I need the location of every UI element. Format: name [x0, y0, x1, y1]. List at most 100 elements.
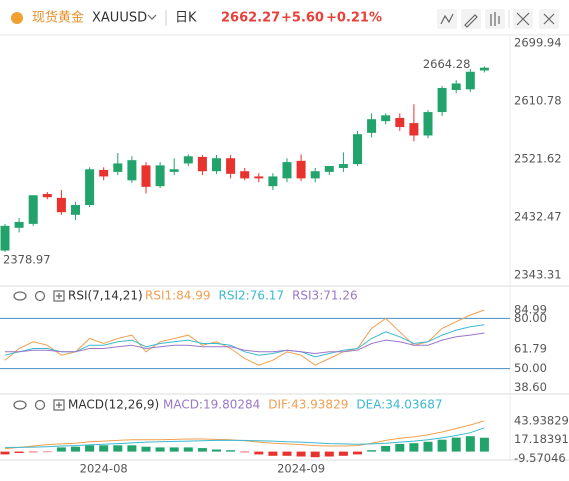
- candle-body: [254, 176, 264, 179]
- low-label: 2378.97: [3, 252, 51, 266]
- macd-bar: [310, 451, 320, 458]
- y-tick-label: 2432.47: [514, 210, 562, 224]
- instrument-name: 现货黄金: [32, 10, 84, 26]
- macd-bar: [197, 448, 207, 452]
- indicator-line: [4, 309, 485, 366]
- macd-bar: [381, 446, 391, 452]
- y-tick-label: -9.57046: [514, 451, 566, 465]
- candle-body: [85, 169, 95, 206]
- price-change-pct: +0.21%: [326, 11, 382, 26]
- y-tick-label: 84.99: [514, 303, 547, 317]
- macd-bar: [479, 437, 489, 452]
- macd-bar: [56, 447, 66, 452]
- high-label: 2664.28: [423, 57, 471, 71]
- logo: [11, 12, 23, 24]
- macd-bar: [141, 446, 151, 452]
- macd-bar: [395, 443, 405, 452]
- macd-bar: [169, 447, 179, 452]
- candle-body: [367, 119, 377, 133]
- legend-entry: RSI2:76.17: [219, 289, 285, 303]
- macd-bar: [14, 451, 24, 453]
- candle-body: [99, 169, 109, 177]
- macd-panel-icons: [13, 399, 65, 411]
- candle-body: [183, 156, 193, 164]
- y-tick-label: 2343.31: [514, 268, 562, 282]
- candle-body: [353, 134, 362, 165]
- macd-title: MACD(12,26,9): [68, 398, 159, 412]
- tool-draw-icon: [464, 14, 478, 28]
- tool-fullscreen-icon: [516, 12, 530, 26]
- expand-icon[interactable]: [53, 290, 65, 302]
- macd-bar: [127, 445, 137, 452]
- macd-bar: [353, 451, 362, 455]
- macd-bar: [268, 451, 278, 456]
- macd-bar: [99, 445, 109, 452]
- expand-icon[interactable]: [53, 399, 65, 411]
- candle-body: [14, 221, 24, 228]
- rsi-panel-icons: [13, 290, 65, 302]
- macd-bar: [71, 446, 80, 452]
- candle-body: [437, 88, 447, 113]
- y-tick-label: 50.00: [514, 361, 547, 375]
- macd-bar: [42, 451, 52, 453]
- eye-icon[interactable]: [13, 400, 27, 410]
- candle-body: [409, 123, 419, 136]
- macd-bar: [465, 436, 475, 452]
- macd-bar: [367, 450, 377, 452]
- expand-icon-plus: [56, 402, 62, 408]
- macd-bar: [451, 437, 461, 452]
- tool-settings-icon: [490, 12, 500, 26]
- y-tick-label: 61.79: [514, 341, 547, 355]
- macd-bar: [409, 443, 419, 452]
- candle-body: [423, 112, 433, 136]
- legend-entry: DIF:43.93829: [268, 398, 348, 412]
- dropdown-arrow[interactable]: [147, 14, 157, 20]
- candle-body: [71, 205, 80, 215]
- macd-bar: [240, 451, 250, 453]
- macd-bar: [113, 445, 123, 452]
- macd-bar: [282, 451, 292, 456]
- toolbar: [437, 9, 559, 29]
- y-tick-label: 2610.78: [514, 94, 562, 108]
- y-tick-label: 2521.62: [514, 152, 562, 166]
- legend-entry: RSI1:84.99: [145, 289, 211, 303]
- candle-body: [310, 171, 320, 179]
- x-tick-label: 2024-09: [277, 462, 325, 476]
- candle-body: [338, 164, 348, 168]
- period[interactable]: 日K: [175, 11, 197, 26]
- candle-body: [42, 193, 52, 198]
- candle-body: [240, 171, 250, 179]
- macd-bar: [296, 451, 306, 457]
- candle-body: [155, 165, 165, 187]
- candle-body: [479, 67, 489, 71]
- macd-bar: [155, 447, 165, 452]
- indicator-line: [5, 332, 485, 355]
- symbol[interactable]: XAUUSD: [92, 11, 147, 26]
- macd-bar: [324, 451, 334, 457]
- candle-body: [381, 115, 391, 122]
- candle-body: [0, 225, 10, 251]
- macd-bar: [338, 451, 348, 456]
- y-tick-label: 2699.94: [514, 36, 562, 50]
- candle-body: [113, 163, 123, 172]
- macd-bar: [437, 439, 447, 452]
- indicator-line: [5, 427, 485, 448]
- candle-body: [197, 156, 207, 172]
- gear-icon[interactable]: [34, 399, 46, 411]
- candle-body: [395, 117, 405, 128]
- macd-bar: [212, 449, 221, 452]
- candle-body: [451, 83, 461, 90]
- eye-icon[interactable]: [13, 291, 27, 301]
- legend-entry: MACD:19.80284: [163, 398, 260, 412]
- y-tick-label: 80.00: [514, 311, 547, 325]
- gear-icon[interactable]: [34, 290, 46, 302]
- candle-body: [324, 166, 334, 172]
- tool-close-icon: [543, 13, 555, 25]
- candle-body: [296, 160, 306, 179]
- candle-body: [141, 165, 151, 187]
- candle-body: [56, 197, 66, 213]
- y-tick-label: 38.60: [514, 380, 547, 394]
- legend-entry: RSI3:71.26: [292, 289, 358, 303]
- candle-body: [169, 169, 179, 172]
